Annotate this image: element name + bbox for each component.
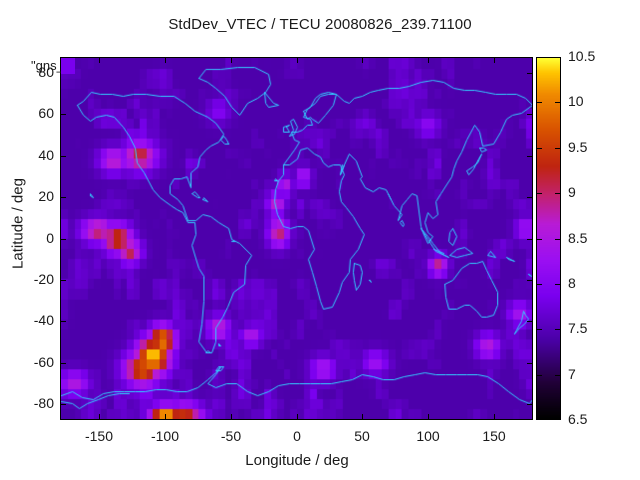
y-tick-label: 0 — [46, 230, 54, 246]
colorbar-tick-label: 7.5 — [568, 320, 588, 336]
colorbar-tick-mark — [537, 329, 542, 330]
colorbar-tick-mark — [555, 148, 560, 149]
colorbar-tick-mark — [555, 329, 560, 330]
colorbar-tick-label: 9.5 — [568, 139, 588, 155]
y-tick-label: 80 — [38, 64, 54, 80]
colorbar-tick-label: 7 — [568, 366, 576, 382]
y-tick-label: -80 — [33, 395, 54, 411]
y-tick-label: 20 — [38, 188, 54, 204]
x-tick-label: -50 — [220, 428, 242, 444]
y-tick-mark — [61, 321, 66, 322]
y-tick-mark — [61, 197, 66, 198]
colorbar-tick-mark — [537, 193, 542, 194]
y-tick-mark — [61, 363, 66, 364]
x-tick-label: 150 — [482, 428, 506, 444]
y-tick-mark — [527, 363, 532, 364]
x-tick-mark — [494, 414, 495, 419]
x-tick-mark — [428, 414, 429, 419]
y-tick-mark — [61, 114, 66, 115]
x-tick-label: 100 — [416, 428, 440, 444]
colorbar-tick-mark — [537, 239, 542, 240]
colorbar-tick-label: 9 — [568, 184, 576, 200]
y-tick-mark — [61, 239, 66, 240]
colorbar-tick-mark — [555, 102, 560, 103]
x-tick-mark — [362, 414, 363, 419]
colorbar-tick-label: 8 — [568, 275, 576, 291]
plot-area — [60, 57, 533, 420]
y-tick-label: 40 — [38, 147, 54, 163]
x-tick-label: 0 — [293, 428, 301, 444]
x-tick-mark — [99, 58, 100, 63]
y-tick-label: -60 — [33, 354, 54, 370]
x-tick-mark — [231, 58, 232, 63]
x-tick-mark — [494, 58, 495, 63]
y-tick-mark — [61, 404, 66, 405]
y-tick-mark — [527, 197, 532, 198]
y-tick-mark — [527, 321, 532, 322]
coastline-overlay — [61, 58, 532, 419]
y-tick-mark — [527, 156, 532, 157]
colorbar-gradient — [537, 58, 560, 419]
y-tick-mark — [527, 73, 532, 74]
x-tick-label: -150 — [84, 428, 114, 444]
colorbar-tick-label: 10.5 — [568, 48, 596, 64]
colorbar-tick-mark — [555, 239, 560, 240]
y-tick-label: -40 — [33, 312, 54, 328]
colorbar-tick-label: 8.5 — [568, 230, 588, 246]
legend-key-swatch — [61, 58, 75, 74]
y-axis-title: Latitude / deg — [9, 178, 27, 269]
y-tick-mark — [527, 239, 532, 240]
y-tick-label: 60 — [38, 105, 54, 121]
colorbar-tick-label: 6.5 — [568, 411, 588, 427]
x-tick-mark — [165, 58, 166, 63]
x-tick-mark — [231, 414, 232, 419]
y-tick-mark — [61, 156, 66, 157]
y-tick-mark — [527, 114, 532, 115]
legend-key-artifact: "gns_ — [31, 58, 64, 73]
colorbar-tick-mark — [537, 284, 542, 285]
x-tick-mark — [428, 58, 429, 63]
x-tick-mark — [99, 414, 100, 419]
chart-title: StdDev_VTEC / TECU 20080826_239.71100 — [168, 16, 472, 33]
colorbar — [536, 57, 561, 420]
colorbar-tick-mark — [537, 375, 542, 376]
x-tick-mark — [165, 414, 166, 419]
x-tick-mark — [362, 58, 363, 63]
colorbar-tick-label: 10 — [568, 93, 584, 109]
x-tick-mark — [297, 414, 298, 419]
y-tick-mark — [61, 280, 66, 281]
y-tick-mark — [527, 404, 532, 405]
x-tick-label: 50 — [354, 428, 370, 444]
x-axis-title: Longitude / deg — [245, 452, 349, 469]
x-tick-mark — [297, 58, 298, 63]
colorbar-tick-mark — [555, 193, 560, 194]
colorbar-tick-mark — [537, 102, 542, 103]
colorbar-tick-mark — [555, 284, 560, 285]
colorbar-tick-mark — [537, 148, 542, 149]
colorbar-tick-mark — [555, 375, 560, 376]
y-tick-label: -20 — [33, 271, 54, 287]
x-tick-label: -100 — [150, 428, 180, 444]
y-tick-mark — [527, 280, 532, 281]
